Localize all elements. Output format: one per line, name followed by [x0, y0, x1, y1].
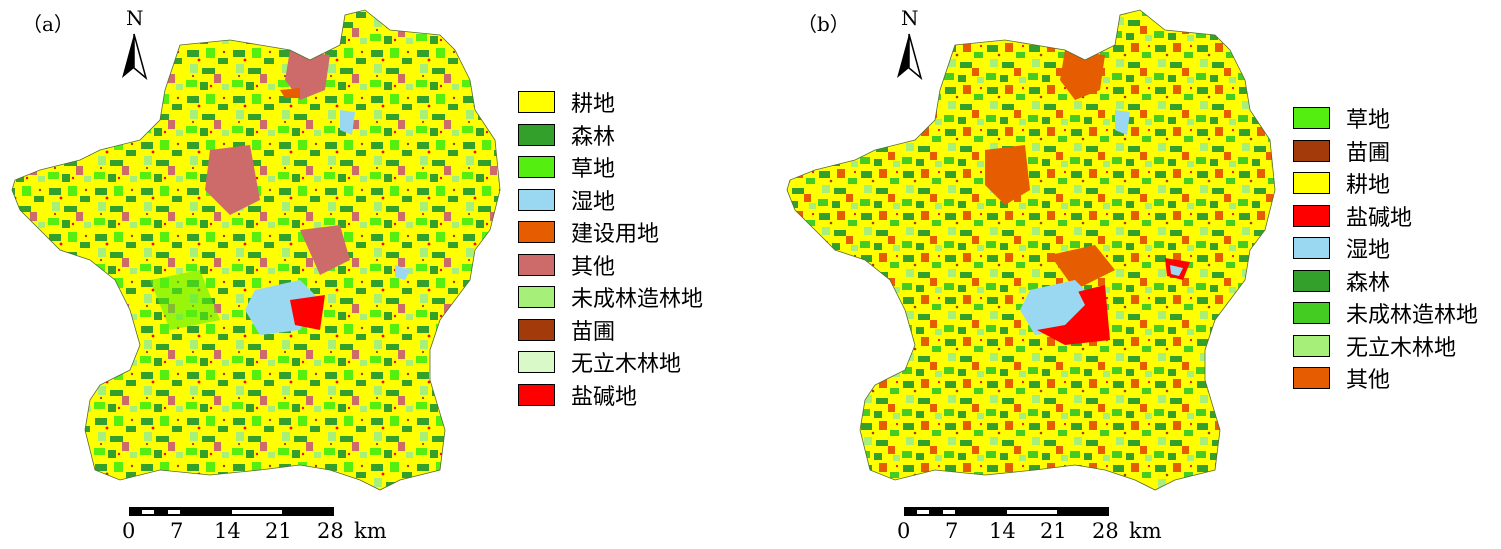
panel-label: （b） [797, 12, 850, 36]
north-arrow: N [895, 6, 923, 80]
scale-tick-label: 7 [170, 519, 184, 543]
legend-item: 未成林造林地 [1293, 297, 1478, 330]
legend-item: 森林 [1293, 265, 1478, 298]
legend-swatch [518, 91, 555, 114]
legend-label: 未成林造林地 [1346, 303, 1479, 329]
scale-tick-label: 14 [989, 519, 1016, 543]
land-use-map-a [11, 9, 501, 491]
scale-tick-label: 7 [945, 519, 959, 543]
legend-item: 其他 [1293, 362, 1478, 395]
legend-swatch [1293, 172, 1330, 195]
panel-label: （a） [22, 12, 74, 36]
legend-label: 未成林造林地 [571, 287, 704, 313]
legend-swatch [1293, 139, 1330, 162]
legend-label: 盐碱地 [571, 384, 638, 410]
legend-label: 其他 [571, 254, 616, 280]
legend-item: 湿地 [518, 184, 703, 217]
scale-labels: 0 7 14 21 28 km [122, 519, 402, 545]
north-arrow: N [120, 6, 148, 80]
legend-swatch [1293, 237, 1330, 260]
legend-swatch [1293, 367, 1330, 390]
scale-unit: km [354, 519, 387, 543]
north-label: N [126, 6, 144, 30]
legend-label: 建设用地 [571, 222, 660, 248]
scale-tick-label: 21 [1040, 519, 1067, 543]
legend-item: 无立木林地 [1293, 330, 1478, 363]
legend-label: 无立木林地 [1346, 335, 1457, 361]
legend: 耕地森林草地湿地建设用地其他未成林造林地 苗圃无立木林地盐碱地 [518, 86, 703, 411]
legend-item: 其他 [518, 249, 703, 282]
scale-tick-label: 0 [897, 519, 911, 543]
legend-swatch [1293, 269, 1330, 292]
legend-swatch [518, 188, 555, 211]
scale-bar-graphic [904, 507, 1109, 516]
legend-item: 湿地 [1293, 232, 1478, 265]
legend-swatch [518, 123, 555, 146]
legend-label: 无立木林地 [571, 352, 682, 378]
legend-label: 草地 [1346, 108, 1391, 134]
legend-item: 苗圃 [518, 314, 703, 347]
legend-label: 湿地 [571, 189, 616, 215]
scale-tick-label: 14 [214, 519, 241, 543]
legend-item: 草地 [1293, 102, 1478, 135]
legend-label: 耕地 [1346, 173, 1391, 199]
scale-unit: km [1129, 519, 1162, 543]
legend-item: 盐碱地 [1293, 200, 1478, 233]
legend-label: 苗圃 [1346, 140, 1391, 166]
north-label: N [901, 6, 919, 30]
legend-item: 苗圃 [1293, 135, 1478, 168]
scale-bar-graphic [129, 507, 334, 516]
legend-swatch [518, 318, 555, 341]
legend-swatch [518, 156, 555, 179]
legend-item: 耕地 [518, 86, 703, 119]
legend-item: 建设用地 [518, 216, 703, 249]
scale-bar [128, 503, 338, 522]
legend-item: 盐碱地 [518, 379, 703, 412]
map-panel-a: （a） [0, 0, 750, 549]
legend-label: 其他 [1346, 368, 1391, 394]
legend-item: 耕地 [1293, 167, 1478, 200]
legend-swatch [1293, 334, 1330, 357]
legend-label: 苗圃 [571, 319, 616, 345]
legend-label: 耕地 [571, 92, 616, 118]
legend-swatch [518, 383, 555, 406]
legend-swatch [1293, 302, 1330, 325]
scale-tick-label: 21 [265, 519, 292, 543]
legend-swatch [518, 253, 555, 276]
north-arrow-icon [897, 33, 923, 80]
north-arrow-icon [122, 33, 148, 80]
legend-swatch [518, 351, 555, 374]
legend-label: 湿地 [1346, 238, 1391, 264]
legend-label: 草地 [571, 157, 616, 183]
map-panel-b: （b） [775, 0, 1501, 549]
legend-label: 盐碱地 [1346, 205, 1413, 231]
scale-tick-label: 28 [1092, 519, 1119, 543]
legend-swatch [518, 221, 555, 244]
legend: 草地苗圃耕地盐碱地湿地森林未成林造林地 无立木林地其他 [1293, 102, 1478, 395]
scale-tick-label: 0 [122, 519, 136, 543]
legend-item: 无立木林地 [518, 346, 703, 379]
scale-bar [903, 503, 1113, 522]
legend-swatch [518, 286, 555, 309]
legend-item: 草地 [518, 151, 703, 184]
legend-label: 森林 [1346, 270, 1391, 296]
legend-swatch [1293, 204, 1330, 227]
legend-label: 森林 [571, 124, 616, 150]
land-use-map-b [786, 9, 1276, 491]
legend-swatch [1293, 107, 1330, 130]
legend-item: 森林 [518, 119, 703, 152]
scale-labels: 0 7 14 21 28 km [897, 519, 1177, 545]
legend-item: 未成林造林地 [518, 281, 703, 314]
scale-tick-label: 28 [317, 519, 344, 543]
